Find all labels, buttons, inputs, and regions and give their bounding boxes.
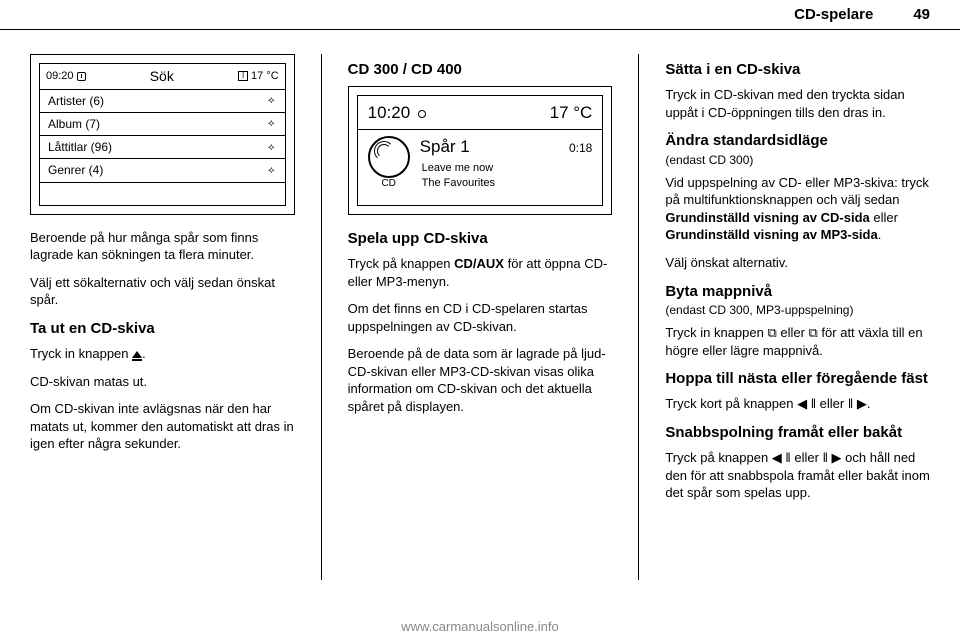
option-name: Grundinställd visning av CD-sida <box>665 210 869 225</box>
body-text: Tryck in knappen ⧉ eller ⧉ för att växla… <box>665 324 930 359</box>
chevron-right-icon: ⟡ <box>268 164 277 178</box>
heading: Sätta i en CD-skiva <box>665 60 930 80</box>
heading: Byta mappnivå <box>665 282 930 302</box>
header-section: CD-spelare <box>794 6 873 23</box>
heading: Ändra standardsidläge <box>665 131 930 151</box>
eject-icon <box>132 351 142 358</box>
chevron-right-icon: ⟡ <box>268 94 277 108</box>
track-row: Spår 1 0:18 <box>420 136 593 159</box>
body-text: Beroende på de data som är lagrade på lj… <box>348 345 613 415</box>
heading: Ta ut en CD-skiva <box>30 319 295 339</box>
text-fragment: Vid uppspelning av CD- eller MP3-skiva: … <box>665 175 928 208</box>
cd-label: CD <box>370 177 408 191</box>
body-text: Tryck in CD-skivan med den tryckta sidan… <box>665 86 930 121</box>
subheading: (endast CD 300, MP3-uppspelning) <box>665 302 930 318</box>
column-1: 09:20 Sök 17 °C Artister (6) ⟡ Album (7) <box>30 54 295 580</box>
status-bar: 09:20 Sök 17 °C <box>40 64 285 90</box>
now-playing-body: CD Spår 1 0:18 Leave me now The Favourit… <box>358 136 603 205</box>
column-divider <box>321 54 322 580</box>
status-title: Sök <box>86 67 239 86</box>
text-fragment: . <box>142 346 146 361</box>
option-name: Grundinställd visning av MP3-sida <box>665 227 877 242</box>
status-time: 09:20 <box>46 69 74 84</box>
status-time: 10:20 <box>368 102 411 125</box>
button-name: CD/AUX <box>454 256 504 271</box>
screenshot-inner: 10:20 17 °C CD Spår 1 <box>357 95 604 206</box>
chevron-right-icon: ⟡ <box>268 141 277 155</box>
cd-icon: CD <box>368 136 410 178</box>
media-icon <box>418 110 426 118</box>
heading: CD 300 / CD 400 <box>348 60 613 80</box>
track-artist: The Favourites <box>422 176 593 191</box>
list-item: Låttitlar (96) ⟡ <box>40 136 285 159</box>
screenshot-inner: 09:20 Sök 17 °C Artister (6) ⟡ Album (7) <box>39 63 286 206</box>
body-text: Beroende på hur många spår som finns lag… <box>30 229 295 264</box>
list-blank-row <box>40 183 285 205</box>
body-text: Vid uppspelning av CD- eller MP3-skiva: … <box>665 174 930 244</box>
track-title: Leave me now <box>422 161 593 176</box>
list-item: Album (7) ⟡ <box>40 113 285 136</box>
column-2: CD 300 / CD 400 10:20 17 °C CD <box>348 54 613 580</box>
track-time: 0:18 <box>569 140 592 156</box>
text-fragment: eller <box>870 210 898 225</box>
footer-watermark: www.carmanualsonline.info <box>0 619 960 634</box>
status-temp: 17 °C <box>251 69 279 84</box>
body-text: Tryck in knappen . <box>30 345 295 363</box>
body-text: Välj önskat alternativ. <box>665 254 930 272</box>
track-name: Spår 1 <box>420 136 470 159</box>
body-text: Tryck på knappen ◀ ‖ eller ‖ ▶ och håll … <box>665 449 930 502</box>
chevron-right-icon: ⟡ <box>268 117 277 131</box>
header-page-number: 49 <box>913 6 930 23</box>
status-bar: 10:20 17 °C <box>358 96 603 127</box>
page-header: CD-spelare 49 <box>0 0 960 30</box>
text-fragment: Tryck in knappen <box>30 346 132 361</box>
text-fragment: Tryck på knappen <box>348 256 454 271</box>
screenshot-search-menu: 09:20 Sök 17 °C Artister (6) ⟡ Album (7) <box>30 54 295 215</box>
track-text: Spår 1 0:18 Leave me now The Favourites <box>420 136 593 191</box>
body-text: Välj ett sökalternativ och välj sedan ön… <box>30 274 295 309</box>
body-text: Om det finns en CD i CD-spelaren startas… <box>348 300 613 335</box>
list-item: Artister (6) ⟡ <box>40 90 285 113</box>
columns: 09:20 Sök 17 °C Artister (6) ⟡ Album (7) <box>0 30 960 590</box>
subheading: (endast CD 300) <box>665 152 930 168</box>
search-list: Artister (6) ⟡ Album (7) ⟡ Låttitlar (96… <box>40 90 285 205</box>
thermometer-icon <box>238 71 248 81</box>
body-text: Tryck kort på knappen ◀ ‖ eller ‖ ▶. <box>665 395 930 413</box>
screenshot-now-playing: 10:20 17 °C CD Spår 1 <box>348 86 613 215</box>
list-item-label: Album (7) <box>48 116 100 132</box>
list-item-label: Artister (6) <box>48 93 104 109</box>
status-temp: 17 °C <box>550 102 593 125</box>
body-text: CD-skivan matas ut. <box>30 373 295 391</box>
list-item-label: Låttitlar (96) <box>48 139 112 155</box>
heading: Hoppa till nästa eller föregående fäst <box>665 369 930 389</box>
column-divider <box>638 54 639 580</box>
page: CD-spelare 49 09:20 Sök 17 °C Artister <box>0 0 960 642</box>
column-3: Sätta i en CD-skiva Tryck in CD-skivan m… <box>665 54 930 580</box>
divider <box>358 129 603 130</box>
body-text: Om CD-skivan inte avlägsnas när den har … <box>30 400 295 453</box>
clock-icon <box>77 72 86 81</box>
body-text: Tryck på knappen CD/AUX för att öppna CD… <box>348 255 613 290</box>
text-fragment: . <box>878 227 882 242</box>
list-item: Genrer (4) ⟡ <box>40 159 285 182</box>
heading: Spela upp CD-skiva <box>348 229 613 249</box>
list-item-label: Genrer (4) <box>48 162 103 178</box>
heading: Snabbspolning framåt eller bakåt <box>665 423 930 443</box>
cd-arc <box>377 144 391 158</box>
